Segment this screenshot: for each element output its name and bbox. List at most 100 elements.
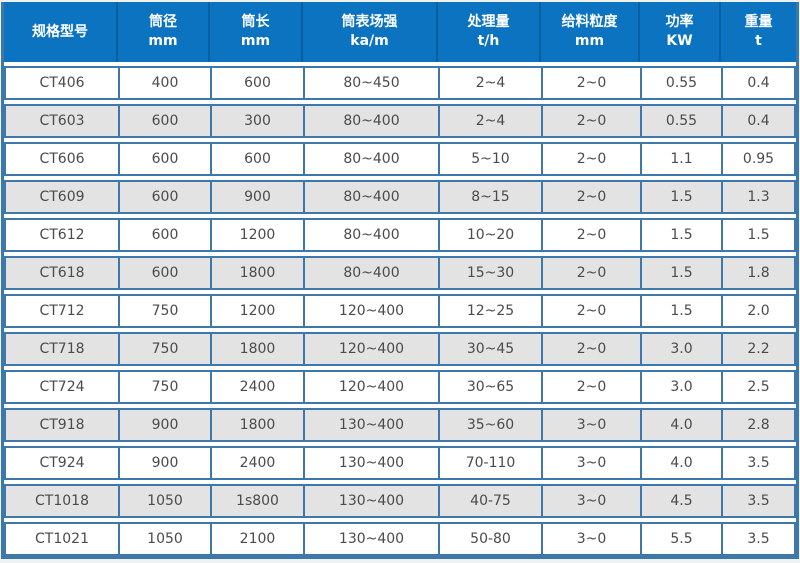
table-cell: 2~0 bbox=[541, 372, 640, 402]
table-cell: CT603 bbox=[39, 113, 85, 129]
column-header: 筒长 mm bbox=[208, 2, 301, 62]
table-cell: 3~0 bbox=[541, 486, 640, 516]
table-cell: 30~45 bbox=[438, 334, 541, 364]
table-cell: 400 bbox=[118, 68, 210, 98]
column-header-label: 处理量 bbox=[467, 14, 510, 30]
column-header-unit: ka/m bbox=[350, 33, 389, 49]
table-cell: 2~0 bbox=[541, 182, 640, 212]
table-row: CT406 400 600 80~450 2~4 2~0 0.55 0.4 bbox=[4, 66, 796, 100]
table-cell: 2~0 bbox=[541, 220, 640, 250]
table-cell: 130~400 bbox=[303, 448, 438, 478]
table-cell: 900 bbox=[118, 410, 210, 440]
table-cell: CT606 bbox=[39, 151, 85, 167]
column-header-label: 重量 bbox=[744, 14, 773, 30]
table-cell: 4.0 bbox=[640, 448, 721, 478]
table-cell: 2~0 bbox=[541, 106, 640, 136]
table-cell: 0.4 bbox=[721, 106, 794, 136]
table-cell: 300 bbox=[210, 106, 303, 136]
table-cell: 750 bbox=[118, 296, 210, 326]
table-cell: 1800 bbox=[210, 334, 303, 364]
table-cell: 35~60 bbox=[438, 410, 541, 440]
column-header: 重量 t bbox=[719, 2, 796, 62]
table-cell: CT406 bbox=[39, 75, 85, 91]
column-header: 筒表场强 ka/m bbox=[301, 2, 436, 62]
table-cell: CT918 bbox=[39, 417, 85, 433]
table-cell: 0.4 bbox=[721, 68, 794, 98]
column-header-label: 功率 bbox=[665, 14, 694, 30]
table-cell: 1.5 bbox=[721, 220, 794, 250]
table-cell: CT609 bbox=[39, 189, 85, 205]
table-cell: 600 bbox=[210, 144, 303, 174]
table-cell: 600 bbox=[118, 144, 210, 174]
table-cell: 1200 bbox=[210, 296, 303, 326]
table-cell: 80~400 bbox=[303, 144, 438, 174]
table-cell: 2~0 bbox=[541, 334, 640, 364]
table-cell: 120~400 bbox=[303, 296, 438, 326]
table-row: CT1018 1050 1s800 130~400 40-75 3~0 4.5 3.5 bbox=[4, 484, 796, 518]
column-header-label: 规格型号 bbox=[32, 23, 88, 40]
table-header-row: 规格型号 筒径 mm 筒长 mm 筒表场强 ka/m 处理量 t/h 给料粒度 mm 功率 KW 重量 t bbox=[4, 2, 796, 62]
table-cell: 2~4 bbox=[438, 106, 541, 136]
table-cell: 600 bbox=[118, 220, 210, 250]
table-cell: 80~400 bbox=[303, 258, 438, 288]
table-cell: 1200 bbox=[210, 220, 303, 250]
table-cell: 2100 bbox=[210, 524, 303, 554]
column-header-unit: KW bbox=[666, 33, 693, 49]
table-cell: 3.0 bbox=[640, 334, 721, 364]
table-cell: 600 bbox=[118, 258, 210, 288]
table-cell: 1.8 bbox=[721, 258, 794, 288]
table-cell: 750 bbox=[118, 372, 210, 402]
table-cell: 1.5 bbox=[640, 182, 721, 212]
table-cell: 1.3 bbox=[721, 182, 794, 212]
table-cell: 80~450 bbox=[303, 68, 438, 98]
table-cell: 50-80 bbox=[438, 524, 541, 554]
table-cell: 80~400 bbox=[303, 220, 438, 250]
table-cell: 600 bbox=[118, 106, 210, 136]
column-header-label: 筒表场强 bbox=[341, 14, 398, 30]
table-cell: 1.5 bbox=[640, 220, 721, 250]
table-cell: 1.1 bbox=[640, 144, 721, 174]
table-cell: 5~10 bbox=[438, 144, 541, 174]
table-cell: 1.5 bbox=[640, 296, 721, 326]
table-cell: 3~0 bbox=[541, 410, 640, 440]
table-cell: 3~0 bbox=[541, 448, 640, 478]
table-cell: 1800 bbox=[210, 258, 303, 288]
table-row: CT609 600 900 80~400 8~15 2~0 1.5 1.3 bbox=[4, 180, 796, 214]
table-cell: CT1021 bbox=[35, 531, 89, 547]
table-cell: 0.55 bbox=[640, 68, 721, 98]
table-cell: 130~400 bbox=[303, 410, 438, 440]
table-cell: 12~25 bbox=[438, 296, 541, 326]
table-row: CT606 600 600 80~400 5~10 2~0 1.1 0.95 bbox=[4, 142, 796, 176]
table-cell: 1.5 bbox=[640, 258, 721, 288]
table-cell: 2.5 bbox=[721, 372, 794, 402]
table-row: CT618 600 1800 80~400 15~30 2~0 1.5 1.8 bbox=[4, 256, 796, 290]
table-cell: CT724 bbox=[39, 379, 85, 395]
table-row: CT1021 1050 2100 130~400 50-80 3~0 5.5 3.5 bbox=[4, 522, 796, 556]
table-row: CT603 600 300 80~400 2~4 2~0 0.55 0.4 bbox=[4, 104, 796, 138]
table-cell: 600 bbox=[118, 182, 210, 212]
column-header: 处理量 t/h bbox=[436, 2, 539, 62]
column-header-unit: mm bbox=[574, 33, 605, 49]
table-cell: CT618 bbox=[39, 265, 85, 281]
table-cell: 80~400 bbox=[303, 106, 438, 136]
table-cell: 3.0 bbox=[640, 372, 721, 402]
column-header-unit: t/h bbox=[477, 33, 500, 49]
table-body: CT406 400 600 80~450 2~4 2~0 0.55 0.4 CT603 600 30… bbox=[4, 62, 796, 556]
table-row: CT712 750 1200 120~400 12~25 2~0 1.5 2.0 bbox=[4, 294, 796, 328]
table-cell: 130~400 bbox=[303, 524, 438, 554]
table-cell: 3.5 bbox=[721, 486, 794, 516]
table-row: CT924 900 2400 130~400 70-110 3~0 4.0 3.5 bbox=[4, 446, 796, 480]
table-cell: 15~30 bbox=[438, 258, 541, 288]
column-header-unit: mm bbox=[148, 33, 178, 49]
table-cell: 130~400 bbox=[303, 486, 438, 516]
table-cell: 2~0 bbox=[541, 296, 640, 326]
table-cell: 2400 bbox=[210, 372, 303, 402]
table-cell: 750 bbox=[118, 334, 210, 364]
table-cell: 2~4 bbox=[438, 68, 541, 98]
column-header: 给料粒度 mm bbox=[539, 2, 638, 62]
table-cell: 70-110 bbox=[438, 448, 541, 478]
column-header-unit: mm bbox=[240, 33, 271, 49]
column-header-unit: t bbox=[755, 33, 762, 49]
table-cell: CT712 bbox=[39, 303, 85, 319]
table-cell: 2.8 bbox=[721, 410, 794, 440]
